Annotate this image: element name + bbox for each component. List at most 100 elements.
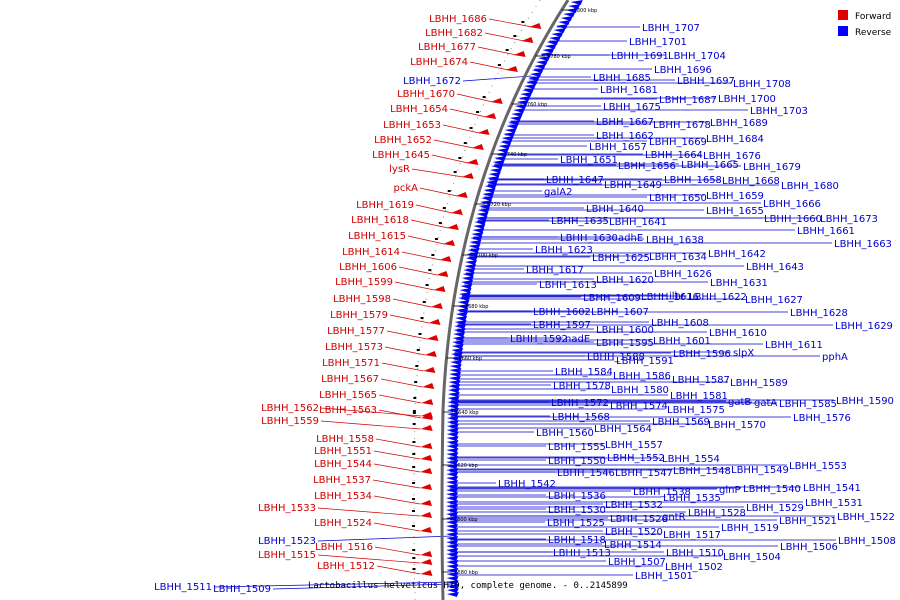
forward-connector bbox=[374, 546, 421, 556]
forward-connector bbox=[433, 139, 474, 149]
reverse-gene-arrow bbox=[449, 368, 462, 373]
reverse-gene-label: LBHH_1557 bbox=[605, 440, 663, 451]
reverse-gene-label: LBHH_1649 bbox=[604, 180, 662, 191]
forward-connector bbox=[389, 314, 430, 324]
reverse-gene-label: LBHH_1530 bbox=[548, 505, 606, 516]
reverse-gene-arrow bbox=[446, 580, 459, 585]
reverse-gene-arrow bbox=[465, 256, 478, 261]
gene-labels: LBHH_1686 LBHH_1682 LBHH_1677 LBHH_1674 LBHH… bbox=[154, 14, 896, 595]
reverse-gene-arrow bbox=[457, 300, 470, 305]
reverse-gene-label: LBHH_1581 bbox=[670, 391, 728, 402]
forward-connector bbox=[410, 219, 449, 229]
rna-mark bbox=[413, 397, 417, 399]
reverse-gene-arrow bbox=[527, 76, 540, 81]
reverse-gene-arrow bbox=[470, 236, 483, 241]
reverse-gene-label: LBHH_1661 bbox=[797, 226, 855, 237]
reverse-gene-arrow bbox=[461, 276, 474, 281]
forward-gene-label: LBHH_1682 bbox=[425, 28, 483, 39]
reverse-gene-label: LBHH_1609 bbox=[583, 293, 641, 304]
reverse-gene-label: LBHH_1691 bbox=[611, 51, 669, 62]
reverse-gene-label: gatB bbox=[728, 397, 751, 408]
reverse-gene-label: LBHH_1510 bbox=[666, 548, 724, 559]
reverse-gene-arrow bbox=[447, 404, 460, 409]
forward-gene-label: LBHH_1645 bbox=[372, 150, 430, 161]
rna-mark bbox=[412, 549, 416, 551]
forward-gene-arrow bbox=[477, 129, 490, 135]
forward-gene-arrow bbox=[442, 240, 455, 246]
reverse-gene-arrow bbox=[531, 68, 544, 73]
reverse-gene-arrow bbox=[538, 56, 551, 61]
reverse-gene-arrow bbox=[464, 264, 477, 269]
reverse-gene-label: LBHH_1659 bbox=[706, 191, 764, 202]
reverse-gene-arrow bbox=[446, 572, 459, 577]
reverse-gene-arrow bbox=[447, 396, 460, 401]
reverse-gene-arrow bbox=[446, 496, 459, 501]
forward-gene-arrow bbox=[430, 303, 443, 309]
reverse-gene-arrow bbox=[446, 520, 459, 525]
reverse-gene-label: LBHH_1529 bbox=[746, 503, 804, 514]
reverse-gene-label: LBHH_1666 bbox=[763, 199, 821, 210]
reverse-gene-label: LBHH_1611 bbox=[765, 340, 823, 351]
reverse-gene-arrow bbox=[498, 144, 511, 149]
reverse-gene-arrow bbox=[446, 500, 459, 505]
forward-gene-arrow bbox=[446, 224, 459, 230]
reverse-gene-label: LBHH_1513 bbox=[553, 548, 611, 559]
forward-connector bbox=[372, 479, 421, 489]
reverse-gene-label: LBHH_1532 bbox=[605, 500, 663, 511]
rna-mark bbox=[418, 333, 422, 335]
reverse-gene-arrow bbox=[511, 112, 524, 117]
reverse-gene-label: LBHH_1696 bbox=[654, 65, 712, 76]
reverse-gene-arrow bbox=[446, 468, 459, 473]
reverse-gene-label: LBHH_1638 bbox=[646, 235, 704, 246]
reverse-gene-arrow bbox=[535, 60, 548, 65]
forward-gene-label: LBHH_1565 bbox=[319, 390, 377, 401]
reverse-gene-arrow bbox=[446, 476, 459, 481]
reverse-gene-arrow bbox=[446, 488, 459, 493]
reverse-gene-arrow bbox=[506, 124, 519, 129]
reverse-gene-label: LBHH_1525 bbox=[547, 518, 605, 529]
reverse-gene-label: LBHH_1504 bbox=[723, 552, 781, 563]
forward-gene-arrow bbox=[420, 425, 433, 431]
forward-gene-arrow bbox=[439, 256, 452, 262]
reverse-gene-label: LBHH_1589 bbox=[730, 378, 788, 389]
gene-glyphs bbox=[412, 0, 583, 597]
reverse-gene-arrow bbox=[446, 560, 459, 565]
reverse-gene-label: LBHH_1673 bbox=[820, 214, 878, 225]
reverse-gene-arrow bbox=[446, 436, 459, 441]
reverse-gene-arrow bbox=[462, 272, 475, 277]
reverse-gene-arrow bbox=[447, 388, 460, 393]
forward-gene-arrow bbox=[420, 455, 433, 461]
reverse-gene-arrow bbox=[525, 80, 538, 85]
reverse-gene-arrow bbox=[514, 104, 527, 109]
reverse-gene-arrow bbox=[520, 92, 533, 97]
reverse-gene-label: LBHH_1601 bbox=[653, 336, 711, 347]
legend-reverse-label: Reverse bbox=[855, 28, 892, 38]
reverse-gene-label: LBHH_1580 bbox=[611, 385, 669, 396]
reverse-gene-label: LBHH_1570 bbox=[708, 420, 766, 431]
reverse-gene-label: LBHH_1685 bbox=[593, 73, 651, 84]
forward-gene-label: LBHH_1653 bbox=[383, 120, 441, 131]
reverse-gene-label: LBHH_1506 bbox=[780, 542, 838, 553]
forward-connector bbox=[442, 124, 480, 134]
rna-mark bbox=[414, 381, 418, 383]
scale-tick-label: 1780 kbp bbox=[547, 54, 571, 60]
reverse-gene-arrow bbox=[446, 524, 459, 529]
forward-gene-arrow bbox=[490, 98, 503, 104]
forward-gene-arrow bbox=[529, 23, 542, 29]
reverse-gene-label: LBHH_1663 bbox=[834, 239, 892, 250]
reverse-gene-label: LBHH_1631 bbox=[710, 278, 768, 289]
reverse-gene-arrow bbox=[488, 172, 501, 177]
reverse-gene-label: LBHH_1540 bbox=[743, 484, 801, 495]
reverse-gene-label: LBHH_1509 bbox=[213, 584, 271, 595]
reverse-gene-arrow bbox=[450, 360, 463, 365]
forward-connector bbox=[411, 168, 464, 178]
reverse-gene-arrow bbox=[460, 284, 473, 289]
reverse-gene-label: LBHH_1703 bbox=[750, 106, 808, 117]
forward-connector bbox=[431, 154, 469, 164]
reverse-gene-label: LBHH_1522 bbox=[837, 512, 895, 523]
reverse-gene-arrow bbox=[524, 84, 537, 89]
scale-tick-label: 1600 kbp bbox=[454, 517, 478, 523]
forward-connector bbox=[386, 330, 428, 340]
reverse-gene-label: LBHH_1634 bbox=[649, 252, 707, 263]
forward-gene-label: LBHH_1571 bbox=[322, 358, 380, 369]
